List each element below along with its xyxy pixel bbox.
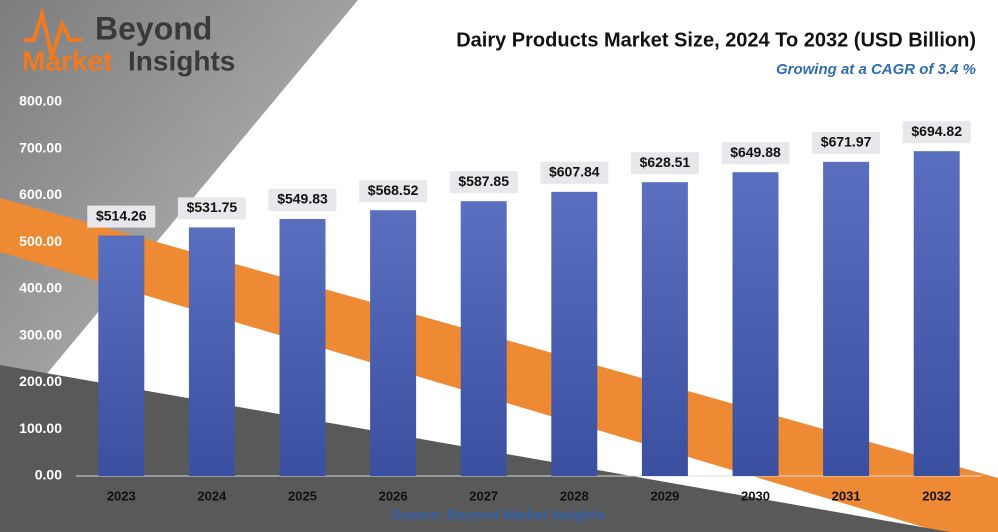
x-tick-label: 2032	[922, 488, 951, 503]
logo-text: Insights	[128, 45, 235, 76]
chart-subtitle: Growing at a CAGR of 3.4 %	[776, 61, 976, 78]
x-tick-label: 2027	[469, 488, 498, 503]
value-label-bg	[812, 131, 881, 154]
x-tick-label: 2023	[107, 488, 136, 503]
y-tick-label: 100.00	[19, 420, 62, 436]
y-tick-label: 500.00	[19, 233, 62, 249]
value-label: $587.85	[458, 173, 509, 189]
bar	[188, 227, 235, 476]
x-tick-label: 2024	[197, 488, 227, 503]
x-tick-label: 2031	[832, 488, 861, 503]
bar	[460, 201, 507, 477]
y-tick-label: 800.00	[19, 93, 62, 109]
bar	[913, 151, 960, 477]
bar	[641, 182, 688, 476]
value-label-bg	[630, 152, 699, 175]
value-label-bg	[359, 180, 428, 203]
chart-title: Dairy Products Market Size, 2024 To 2032…	[456, 29, 976, 51]
logo-icon	[24, 6, 82, 64]
value-label-bg	[268, 188, 337, 211]
x-tick-label: 2025	[288, 488, 317, 503]
value-label-bg	[540, 161, 609, 184]
x-tick-label: 2029	[650, 488, 679, 503]
value-label-bg	[177, 197, 246, 220]
x-tick-label: 2026	[379, 488, 408, 503]
logo: Beyond Market Insights	[22, 6, 235, 76]
value-label-bg	[721, 142, 790, 165]
value-label: $568.52	[368, 182, 419, 198]
value-label-bg	[449, 171, 518, 194]
y-tick-label: 600.00	[19, 186, 62, 202]
bar	[823, 161, 870, 477]
logo-text: Beyond	[95, 10, 212, 46]
value-label: $671.97	[821, 134, 872, 150]
y-tick-label: 200.00	[19, 373, 62, 389]
value-label: $531.75	[187, 199, 238, 215]
x-tick-label: 2030	[741, 488, 770, 503]
source: Source: Beyond Market Insights	[391, 507, 605, 523]
y-tick-label: 0.00	[35, 467, 62, 483]
logo-text: Market	[22, 45, 112, 76]
bar	[551, 191, 598, 477]
value-label: $607.84	[549, 164, 600, 180]
y-tick-label: 400.00	[19, 280, 62, 296]
value-label: $549.83	[277, 191, 328, 207]
value-label: $694.82	[911, 123, 962, 139]
value-label: $514.26	[96, 207, 147, 223]
y-tick-label: 700.00	[19, 139, 62, 155]
bar	[370, 210, 417, 476]
bar	[732, 172, 779, 477]
value-label: $628.51	[640, 154, 691, 170]
value-label: $649.88	[730, 144, 781, 160]
value-label-bg	[87, 205, 156, 228]
bar	[279, 218, 326, 476]
bar	[98, 235, 145, 476]
x-tick-label: 2028	[560, 488, 589, 503]
value-label-bg	[902, 121, 971, 144]
y-tick-label: 300.00	[19, 326, 62, 342]
